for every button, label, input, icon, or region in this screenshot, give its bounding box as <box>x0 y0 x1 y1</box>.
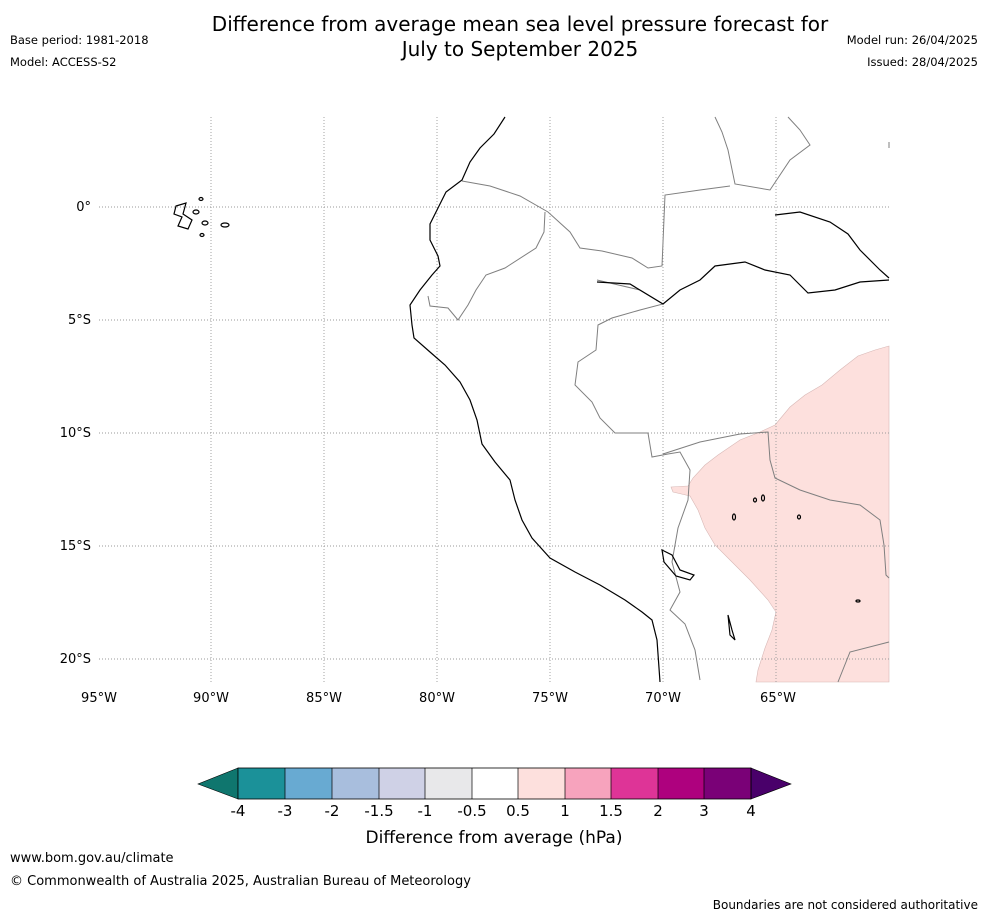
meta-left: Base period: 1981-2018 Model: ACCESS-S2 <box>10 29 149 73</box>
colorbar-box-1 <box>238 768 285 799</box>
floreana-island <box>199 232 205 238</box>
graticule <box>99 117 889 682</box>
colorbar-tick-2: -3 <box>278 802 293 820</box>
footer-url: www.bom.gov.au/climate <box>10 851 174 866</box>
galapagos-islands <box>173 196 230 238</box>
colorbar-box-2 <box>285 768 332 799</box>
lon-label-90w: 90°W <box>193 691 229 706</box>
model-run-text: Model run: 26/04/2025 <box>846 33 978 47</box>
lat-label-10s: 10°S <box>60 426 91 441</box>
colorbar-box-8 <box>565 768 611 799</box>
peru-colombia-border <box>574 279 701 681</box>
map-panel: 95°W 90°W 85°W 80°W 75°W 70°W 65°W 0° 5°… <box>60 116 890 706</box>
lon-label-65w: 65°W <box>760 691 796 706</box>
colorbar-box-6 <box>472 768 518 799</box>
title-line-2: July to September 2025 <box>401 37 639 61</box>
coastlines <box>409 116 890 683</box>
colorbar-box-3 <box>332 768 379 799</box>
colorbar-tick-9: 1.5 <box>599 802 623 820</box>
model-text: Model: ACCESS-S2 <box>10 55 117 69</box>
colorbar-box-5 <box>425 768 472 799</box>
lat-label-15s: 15°S <box>60 539 91 554</box>
colorbar-tick-10: 2 <box>653 802 663 820</box>
lake-1 <box>731 513 737 521</box>
lon-label-70w: 70°W <box>645 691 681 706</box>
santa-cruz-island <box>192 209 200 215</box>
colorbar-min-arrow <box>197 767 239 800</box>
inland-lakes <box>731 494 861 603</box>
colorbar: -4 -3 -2 -1.5 -1 -0.5 0.5 1 1.5 2 3 4 Di… <box>197 767 792 848</box>
colorbar-box-9 <box>611 768 658 799</box>
anomaly-area <box>670 345 890 683</box>
colorbar-tick-5: -1 <box>418 802 433 820</box>
marchena-island <box>198 196 204 202</box>
lon-label-85w: 85°W <box>306 691 342 706</box>
venezuela-border <box>714 116 811 191</box>
longitude-labels: 95°W 90°W 85°W 80°W 75°W 70°W 65°W <box>81 691 796 706</box>
footer-note: Boundaries are not considered authoritat… <box>712 898 978 912</box>
san-cristobal-island <box>220 222 230 228</box>
colombia-ecuador-border <box>461 180 731 269</box>
colorbar-outline <box>237 767 752 800</box>
footer-copyright: © Commonwealth of Australia 2025, Austra… <box>10 874 471 889</box>
colorbar-box-7 <box>518 768 565 799</box>
colorbar-tick-4: -1.5 <box>364 802 393 820</box>
lon-label-75w: 75°W <box>532 691 568 706</box>
colorbar-max-arrow <box>750 767 792 800</box>
lake-poopo <box>727 614 736 641</box>
lat-label-20s: 20°S <box>60 652 91 667</box>
country-borders <box>427 116 890 683</box>
lake-4 <box>796 514 802 520</box>
lake-2 <box>752 497 758 503</box>
colorbar-boxes <box>238 768 751 799</box>
colorbar-box-4 <box>379 768 425 799</box>
santiago-island <box>201 220 209 226</box>
ecuador-peru-border <box>427 211 546 321</box>
colorbar-label: Difference from average (hPa) <box>366 828 623 848</box>
latitude-labels: 0° 5°S 10°S 15°S 20°S <box>60 200 91 667</box>
colorbar-tick-11: 3 <box>699 802 709 820</box>
lake-3 <box>760 494 766 502</box>
bolivia-paraguay-border <box>837 641 890 683</box>
brazil-bolivia-border <box>662 431 890 579</box>
lake-5 <box>855 599 861 603</box>
base-period-text: Base period: 1981-2018 <box>10 33 149 47</box>
colorbar-ticks: -4 -3 -2 -1.5 -1 -0.5 0.5 1 1.5 2 3 4 <box>231 802 756 820</box>
issued-text: Issued: 28/04/2025 <box>867 55 978 69</box>
colorbar-tick-1: -4 <box>231 802 246 820</box>
amazon-river <box>596 261 890 305</box>
colorbar-box-10 <box>658 768 704 799</box>
meta-right: Model run: 26/04/2025 Issued: 28/04/2025 <box>847 29 978 73</box>
colorbar-box-11 <box>704 768 751 799</box>
lon-label-80w: 80°W <box>419 691 455 706</box>
colorbar-tick-7: 0.5 <box>506 802 530 820</box>
negro-river <box>774 211 890 279</box>
lat-label-0: 0° <box>76 200 91 215</box>
colorbar-tick-6: -0.5 <box>457 802 486 820</box>
isabela-island <box>173 202 193 230</box>
colorbar-tick-12: 4 <box>746 802 756 820</box>
page-title: Difference from average mean sea level p… <box>0 12 988 62</box>
lon-label-95w: 95°W <box>81 691 117 706</box>
lake-titicaca <box>661 548 695 581</box>
lat-label-5s: 5°S <box>68 313 91 328</box>
colorbar-tick-3: -2 <box>325 802 340 820</box>
pacific-coastline <box>409 116 661 683</box>
colorbar-tick-8: 1 <box>560 802 570 820</box>
colorbar-dividers <box>284 768 705 799</box>
title-line-1: Difference from average mean sea level p… <box>211 12 829 36</box>
